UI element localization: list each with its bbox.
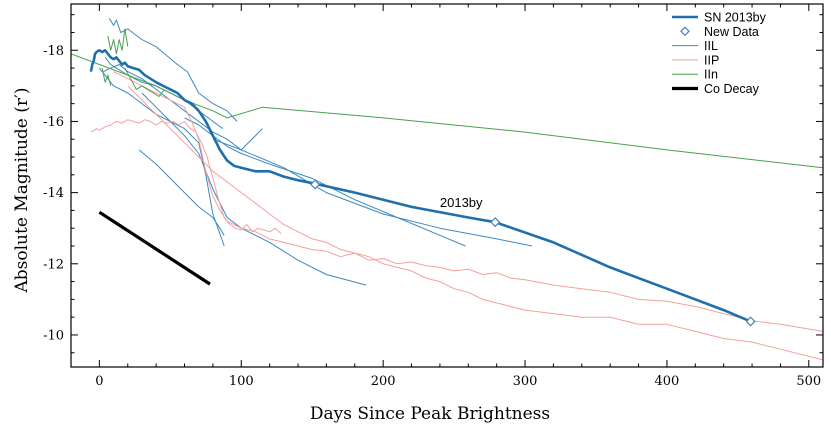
legend-label-new-data: New Data [704, 25, 759, 39]
y-axis-title: Absolute Magnitude (r′) [12, 88, 32, 294]
series-line-iip-c [127, 85, 823, 361]
annotation-2013by: 2013by [440, 195, 483, 210]
series-line-iin-c [124, 67, 165, 97]
y-tick-label: -18 [43, 44, 64, 59]
series-line-iil-c [103, 64, 263, 151]
series-line-iin-d [101, 67, 112, 87]
series-layer [71, 17, 823, 361]
x-tick-label: 400 [655, 374, 680, 389]
series-line-iin-a [71, 53, 823, 169]
series-line-co-decay [98, 210, 211, 286]
x-tick-label: 0 [95, 374, 103, 389]
x-tick-label: 300 [513, 374, 538, 389]
x-tick-label: 500 [796, 374, 821, 389]
series-line-iil-e [138, 149, 225, 236]
series-line-iin-b [107, 28, 129, 55]
x-tick-label: 100 [229, 374, 254, 389]
legend-label-iin: IIn [704, 68, 718, 82]
series-line-iil-a [108, 17, 238, 122]
plot-frame [70, 3, 824, 368]
x-tick-label: 200 [371, 374, 396, 389]
tick-layer: 0 100 200 300 400 500 -10 -12 -14 -16 -18 [43, 4, 823, 389]
new-data-point [745, 316, 756, 327]
legend-label-iip: IIP [704, 53, 719, 67]
x-axis-title: Days Since Peak Brightness [310, 404, 550, 424]
legend-label-sn-2013by: SN 2013by [704, 11, 767, 25]
y-tick-label: -12 [43, 257, 64, 272]
y-tick-label: -16 [43, 115, 64, 130]
new-data-point [490, 217, 501, 228]
y-tick-label: -14 [43, 186, 64, 201]
legend-label-co-decay: Co Decay [704, 82, 760, 96]
series-line-iil-h [212, 138, 533, 247]
series-line-sn-2013by [89, 48, 752, 323]
series-line-iil-d [99, 67, 225, 247]
legend-label-iil: IIL [704, 39, 718, 53]
series-line-iil-g [184, 117, 466, 247]
new-data-point [309, 179, 321, 190]
marker-layer [309, 179, 756, 327]
legend-symbol-new-data [680, 26, 690, 37]
y-tick-label: -10 [43, 328, 64, 343]
series-line-iip-a [90, 119, 282, 234]
series-line-iip-b [113, 71, 823, 332]
